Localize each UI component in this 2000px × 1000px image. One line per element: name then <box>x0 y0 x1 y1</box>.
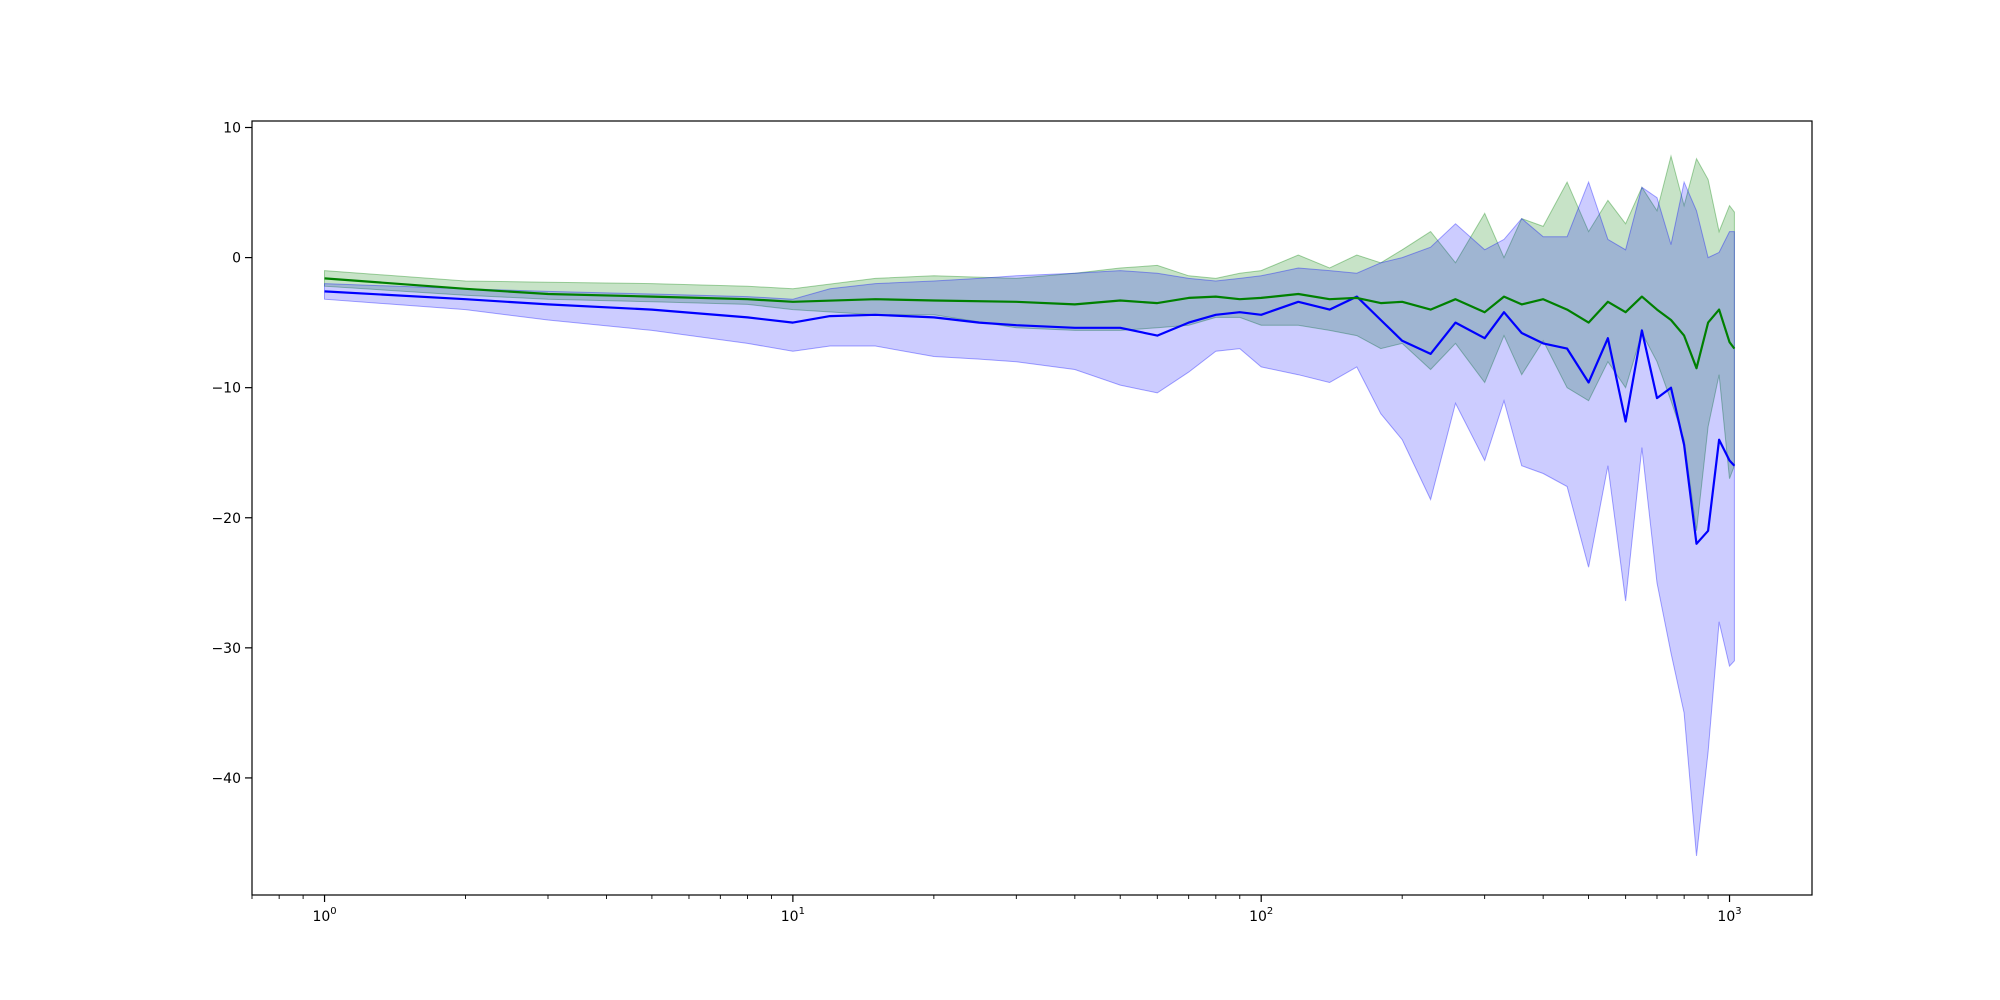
plot-frame <box>251 120 1813 896</box>
x-tick-label: 101 <box>781 906 805 925</box>
x-tick-label: 102 <box>1249 906 1273 925</box>
y-tick-label: 0 <box>232 251 241 267</box>
x-tick-label: 100 <box>312 906 336 925</box>
y-tick-label: 10 <box>223 121 241 137</box>
x-axis: 100 101 102 103 <box>251 895 1742 925</box>
y-tick-label: −10 <box>211 381 241 397</box>
y-tick-label: −40 <box>211 771 241 787</box>
x-tick-label: 103 <box>1717 906 1741 925</box>
series-1-line <box>324 290 1736 545</box>
y-tick-label: −30 <box>211 641 241 657</box>
confidence-bands <box>324 154 1735 857</box>
series-lines <box>324 277 1736 545</box>
y-axis: 10 0 −10 −20 −30 −40 <box>211 121 252 787</box>
series-0-line <box>324 277 1736 370</box>
series-1-band <box>324 180 1735 857</box>
y-tick-label: −20 <box>211 511 241 527</box>
